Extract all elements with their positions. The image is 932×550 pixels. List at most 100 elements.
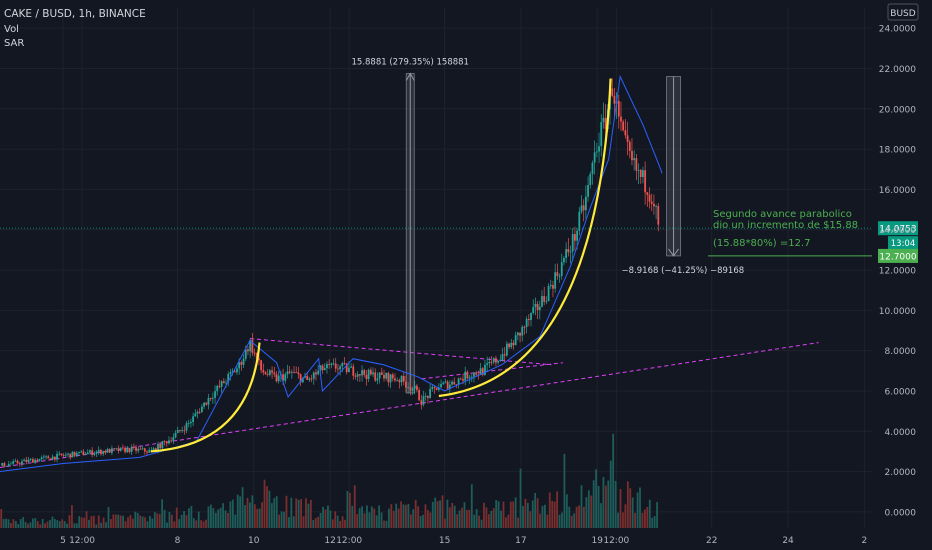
- volume-bar: [383, 520, 385, 528]
- candle-body: [464, 371, 467, 381]
- volume-bar: [397, 508, 400, 528]
- candle-body: [222, 381, 225, 384]
- volume-bar: [305, 498, 307, 528]
- volume-bar: [351, 505, 354, 528]
- candle-body: [108, 449, 111, 453]
- volume-bar: [529, 511, 532, 528]
- candle-body: [293, 371, 295, 373]
- volume-bar: [412, 509, 415, 528]
- volume-bar: [541, 505, 544, 528]
- volume-bar: [448, 507, 451, 528]
- volume-bar: [390, 504, 393, 528]
- candle-body: [132, 446, 135, 448]
- countdown-badge: [888, 236, 918, 250]
- volume-bar: [368, 512, 371, 528]
- candle-body: [190, 421, 192, 424]
- volume-bar: [626, 481, 629, 528]
- volume-bar: [468, 509, 471, 528]
- volume-bar: [73, 523, 76, 528]
- candle-body: [152, 448, 155, 451]
- candle-body: [426, 395, 429, 398]
- candle-body: [16, 460, 19, 464]
- candle-body: [655, 206, 657, 207]
- symbol-title[interactable]: CAKE / BUSD, 1h, BINANCE: [4, 8, 146, 20]
- volume-bar: [614, 480, 617, 528]
- volume-bar: [329, 510, 332, 528]
- candle-body: [451, 381, 453, 385]
- volume-indicator-label[interactable]: Vol: [4, 24, 19, 35]
- volume-bar: [636, 492, 639, 528]
- candle-body: [157, 443, 159, 452]
- volume-bar: [422, 514, 424, 528]
- volume-bar: [502, 501, 505, 528]
- volume-bar: [466, 510, 468, 528]
- candle-body: [306, 376, 309, 380]
- trendline: [0, 342, 819, 469]
- volume-bar: [634, 512, 637, 528]
- candle-body: [440, 383, 442, 388]
- candle-body: [304, 376, 306, 378]
- y-tick-label: 20.0000: [879, 105, 916, 115]
- candle-body: [146, 451, 148, 453]
- candle-body: [161, 441, 164, 449]
- candle-body: [137, 448, 140, 451]
- volume-bar: [183, 511, 185, 528]
- sar-indicator-label[interactable]: SAR: [4, 38, 24, 49]
- candle-body: [93, 453, 96, 455]
- volume-bar: [409, 514, 412, 528]
- trendline: [421, 362, 563, 380]
- candle-body: [497, 360, 500, 363]
- candle-body: [565, 249, 568, 259]
- volume-bar: [366, 505, 368, 528]
- volume-bar: [341, 516, 344, 528]
- volume-bar: [46, 521, 49, 528]
- volume-bar: [441, 495, 444, 528]
- volume-bar: [131, 518, 134, 528]
- candle-body: [622, 121, 625, 131]
- volume-bar: [653, 516, 656, 528]
- candle-body: [214, 391, 216, 398]
- volume-bar: [53, 518, 56, 528]
- candle-body: [218, 385, 221, 387]
- volume-bar: [278, 514, 281, 528]
- candle-body: [538, 306, 541, 311]
- candle-body: [644, 170, 647, 193]
- volume-bar: [207, 506, 210, 528]
- candle-body: [32, 459, 34, 463]
- candle-body: [284, 374, 287, 381]
- volume-bar: [119, 515, 122, 528]
- x-tick-label: 2: [862, 536, 868, 546]
- volume-bar: [44, 523, 47, 528]
- currency-badge[interactable]: [887, 3, 919, 21]
- volume-bar: [651, 517, 654, 528]
- candle-body: [376, 378, 379, 381]
- volume-bar: [295, 498, 298, 528]
- candle-body: [505, 343, 508, 356]
- volume-bar: [473, 514, 476, 528]
- candle-body: [437, 387, 440, 390]
- candle-body: [407, 387, 410, 388]
- candle-body: [10, 463, 12, 465]
- candle-body: [295, 371, 298, 373]
- candle-body: [308, 378, 311, 380]
- candle-body: [319, 365, 322, 371]
- volume-bar: [339, 520, 342, 528]
- volume-bar: [597, 486, 600, 528]
- candle-body: [271, 370, 273, 373]
- volume-bar: [83, 517, 86, 528]
- candle-body: [64, 454, 67, 456]
- candle-body: [455, 384, 458, 386]
- candle-body: [525, 318, 528, 328]
- candle-body: [89, 450, 91, 453]
- volume-bar: [249, 502, 251, 528]
- volume-bar: [453, 505, 456, 528]
- x-tick-label: 12:00: [336, 536, 362, 546]
- volume-bar: [107, 507, 110, 528]
- candle-body: [587, 184, 589, 197]
- candle-body: [40, 457, 43, 460]
- volume-bar: [283, 511, 285, 528]
- candle-body: [27, 459, 30, 463]
- candle-body: [82, 451, 85, 455]
- volume-bar: [122, 515, 125, 528]
